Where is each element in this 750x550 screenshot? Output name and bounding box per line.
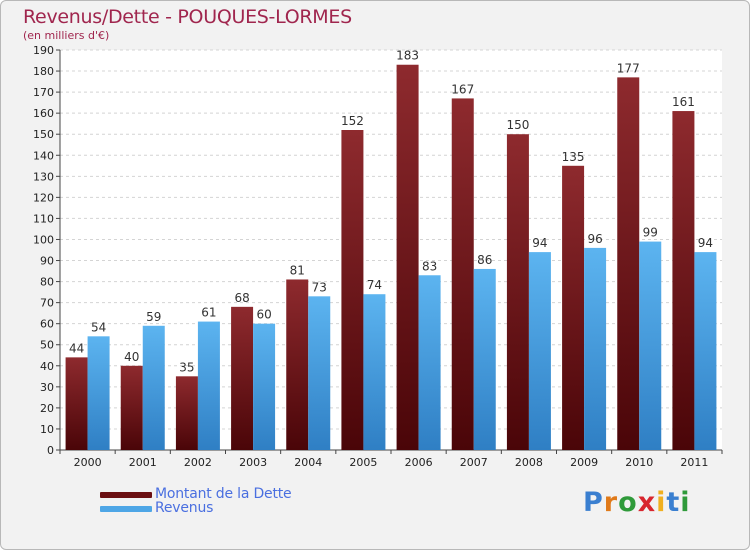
data-label-revenus: 59 xyxy=(146,310,161,324)
logo-letter: P xyxy=(583,487,604,518)
logo-letter: o xyxy=(618,487,638,518)
y-tick-label: 190 xyxy=(33,44,54,57)
bar-dette xyxy=(562,165,585,450)
data-label-dette: 177 xyxy=(617,61,640,75)
legend-swatch-revenus xyxy=(100,506,152,512)
bar-revenus xyxy=(363,294,386,450)
logo-letter: i xyxy=(656,487,667,518)
bar-revenus xyxy=(418,275,441,450)
x-tick-label: 2003 xyxy=(239,456,267,469)
logo-letter: i xyxy=(680,487,691,518)
legend-label-dette: Montant de la Dette xyxy=(155,486,292,502)
bar-revenus xyxy=(253,323,276,450)
x-tick-label: 2002 xyxy=(184,456,212,469)
x-tick-label: 2008 xyxy=(515,456,543,469)
y-tick-label: 110 xyxy=(33,212,54,225)
bar-dette xyxy=(175,376,198,450)
data-label-revenus: 60 xyxy=(256,308,271,322)
data-label-revenus: 94 xyxy=(698,236,713,250)
bar-revenus xyxy=(142,325,165,450)
legend-swatch-dette xyxy=(100,492,152,498)
data-label-revenus: 99 xyxy=(643,226,658,240)
bar-revenus xyxy=(87,336,110,450)
y-tick-label: 130 xyxy=(33,170,54,183)
bar-dette xyxy=(341,130,364,450)
logo-letter: x xyxy=(637,487,657,518)
bar-dette xyxy=(120,365,143,450)
bar-dette xyxy=(617,77,640,451)
y-tick-label: 80 xyxy=(40,276,54,289)
bar-dette xyxy=(396,64,419,450)
data-label-dette: 161 xyxy=(672,95,695,109)
bar-dette xyxy=(286,279,309,450)
y-tick-label: 140 xyxy=(33,149,54,162)
data-label-dette: 44 xyxy=(69,341,84,355)
data-label-dette: 135 xyxy=(562,150,585,164)
x-tick-label: 2010 xyxy=(625,456,653,469)
data-label-dette: 167 xyxy=(451,82,474,96)
y-tick-label: 150 xyxy=(33,128,54,141)
bar-dette xyxy=(231,306,254,450)
data-label-revenus: 86 xyxy=(477,253,492,267)
y-tick-label: 40 xyxy=(40,360,54,373)
x-tick-label: 2004 xyxy=(294,456,322,469)
logo-letter: r xyxy=(603,487,619,518)
data-label-revenus: 83 xyxy=(422,259,437,273)
bar-revenus xyxy=(308,296,331,450)
data-label-revenus: 94 xyxy=(532,236,547,250)
x-tick-label: 2006 xyxy=(405,456,433,469)
legend-label-revenus: Revenus xyxy=(155,500,214,516)
bar-dette xyxy=(506,134,529,451)
x-tick-label: 2000 xyxy=(74,456,102,469)
bar-revenus xyxy=(584,247,607,450)
bar-revenus xyxy=(528,252,551,450)
y-tick-label: 50 xyxy=(40,339,54,352)
y-tick-label: 30 xyxy=(40,381,54,394)
logo-letter: t xyxy=(666,487,681,518)
x-tick-label: 2011 xyxy=(680,456,708,469)
data-label-dette: 35 xyxy=(179,360,194,374)
x-tick-label: 2005 xyxy=(349,456,377,469)
bar-revenus xyxy=(197,321,220,450)
bar-revenus xyxy=(473,268,496,450)
y-tick-label: 180 xyxy=(33,65,54,78)
data-label-dette: 152 xyxy=(341,114,364,128)
y-tick-label: 120 xyxy=(33,191,54,204)
x-tick-label: 2009 xyxy=(570,456,598,469)
data-label-dette: 150 xyxy=(506,118,529,132)
data-label-revenus: 74 xyxy=(367,278,382,292)
chart-title: Revenus/Dette - POUQUES-LORMES xyxy=(23,6,352,28)
y-tick-label: 70 xyxy=(40,297,54,310)
data-label-dette: 68 xyxy=(234,291,249,305)
data-label-dette: 183 xyxy=(396,49,419,63)
data-label-dette: 40 xyxy=(124,350,139,364)
y-tick-label: 100 xyxy=(33,233,54,246)
data-label-revenus: 96 xyxy=(587,232,602,246)
y-tick-label: 10 xyxy=(40,423,54,436)
chart-subtitle: (en milliers d'€) xyxy=(23,29,110,42)
data-label-dette: 81 xyxy=(290,263,305,277)
plot-area xyxy=(60,50,722,450)
data-label-revenus: 73 xyxy=(312,280,327,294)
bar-dette xyxy=(672,111,695,450)
y-tick-label: 170 xyxy=(33,86,54,99)
x-tick-label: 2001 xyxy=(129,456,157,469)
y-tick-label: 90 xyxy=(40,255,54,268)
y-tick-label: 0 xyxy=(47,444,54,457)
bar-dette xyxy=(451,98,474,450)
data-label-revenus: 54 xyxy=(91,320,106,334)
y-tick-label: 60 xyxy=(40,318,54,331)
x-tick-label: 2007 xyxy=(460,456,488,469)
bar-revenus xyxy=(694,252,717,450)
proxiti-logo: Proxiti xyxy=(583,487,691,518)
bar-revenus xyxy=(639,241,662,450)
data-label-revenus: 61 xyxy=(201,306,216,320)
y-tick-label: 160 xyxy=(33,107,54,120)
y-tick-label: 20 xyxy=(40,402,54,415)
bar-dette xyxy=(65,357,88,450)
